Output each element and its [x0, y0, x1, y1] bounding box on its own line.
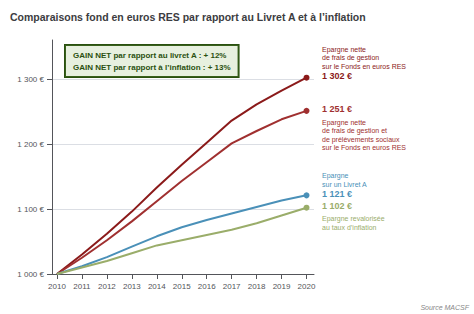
svg-text:sur le Fonds en euros RES: sur le Fonds en euros RES	[322, 144, 406, 151]
svg-text:2018: 2018	[248, 282, 266, 291]
svg-text:2016: 2016	[198, 282, 216, 291]
svg-text:Source MACSF: Source MACSF	[420, 304, 469, 311]
svg-text:2010: 2010	[48, 282, 66, 291]
svg-text:2017: 2017	[223, 282, 241, 291]
svg-text:Epargne revalorisée: Epargne revalorisée	[322, 215, 385, 223]
svg-text:de frais de gestion et: de frais de gestion et	[322, 127, 387, 135]
svg-text:Comparaisons fond en euros RES: Comparaisons fond en euros RES par rappo…	[10, 11, 366, 23]
svg-text:Epargne nette: Epargne nette	[322, 46, 366, 54]
svg-text:1 121 €: 1 121 €	[322, 189, 352, 199]
svg-text:Epargne nette: Epargne nette	[322, 119, 366, 127]
svg-text:Epargne: Epargne	[322, 172, 349, 180]
svg-text:1 251 €: 1 251 €	[322, 104, 352, 114]
svg-text:2011: 2011	[73, 282, 91, 291]
svg-text:sur le Fonds en euros RES: sur le Fonds en euros RES	[322, 63, 406, 70]
svg-text:GAIN NET par rapport au livret: GAIN NET par rapport au livret A : + 12%	[73, 51, 226, 60]
svg-text:2015: 2015	[173, 282, 191, 291]
svg-text:1 302 €: 1 302 €	[322, 71, 352, 81]
svg-text:au taux d’inflation: au taux d’inflation	[322, 224, 377, 231]
svg-text:1 100 €: 1 100 €	[17, 205, 44, 214]
svg-text:2019: 2019	[273, 282, 291, 291]
svg-text:de prélèvements sociaux: de prélèvements sociaux	[322, 136, 400, 144]
svg-text:de frais de gestion: de frais de gestion	[322, 54, 379, 62]
svg-text:2014: 2014	[148, 282, 166, 291]
svg-text:sur un Livret A: sur un Livret A	[322, 181, 367, 188]
svg-text:1 300 €: 1 300 €	[17, 75, 44, 84]
svg-text:2020: 2020	[298, 282, 316, 291]
svg-text:2012: 2012	[98, 282, 116, 291]
svg-text:GAIN NET par rapport à l’infla: GAIN NET par rapport à l’inflation : + 1…	[73, 63, 231, 72]
svg-text:1 000 €: 1 000 €	[17, 270, 44, 279]
svg-text:1 200 €: 1 200 €	[17, 140, 44, 149]
svg-text:2013: 2013	[123, 282, 141, 291]
svg-text:1 102 €: 1 102 €	[322, 201, 352, 211]
